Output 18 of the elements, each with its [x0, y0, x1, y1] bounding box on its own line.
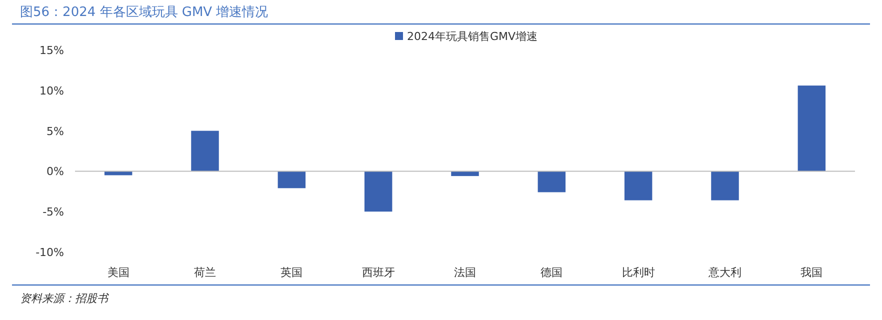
y-tick-label: -10%: [36, 246, 64, 259]
x-tick-label: 法国: [454, 266, 476, 279]
legend-label: 2024年玩具销售GMV增速: [407, 30, 538, 43]
x-tick-label: 德国: [540, 266, 563, 279]
x-tick-label: 美国: [107, 266, 130, 279]
y-tick-label: 15%: [40, 44, 64, 57]
x-tick-label: 我国: [800, 266, 823, 279]
x-tick-label: 比利时: [622, 266, 655, 279]
x-tick-label: 英国: [280, 266, 303, 279]
x-tick-label: 西班牙: [362, 266, 395, 279]
x-tick-label: 荷兰: [194, 266, 216, 279]
y-tick-label: 0%: [46, 165, 64, 178]
y-tick-label: -5%: [42, 206, 64, 219]
chart-title: 图56：2024 年各区域玩具 GMV 增速情况: [20, 5, 268, 20]
y-tick-label: 10%: [40, 84, 64, 98]
text: 资料来源：招股书: [20, 292, 110, 305]
x-tick-label: 意大利: [708, 266, 742, 279]
y-tick-label: 5%: [46, 124, 64, 138]
